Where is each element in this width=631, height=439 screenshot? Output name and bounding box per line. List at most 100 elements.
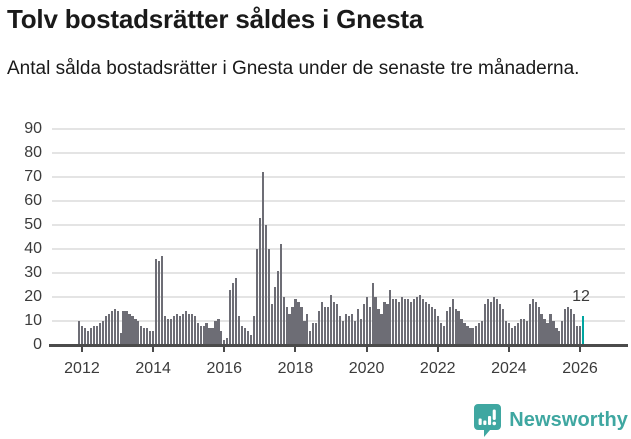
bar (78, 321, 81, 345)
bar (125, 311, 128, 345)
bar (249, 335, 253, 345)
gridline (52, 224, 625, 226)
bar (152, 330, 155, 345)
x-axis-tick-label: 2016 (206, 360, 243, 377)
bar (359, 318, 362, 345)
bar (377, 309, 380, 345)
bar (288, 313, 291, 345)
bar (347, 316, 350, 345)
bar (199, 325, 202, 345)
x-axis-tick-label: 2014 (135, 360, 171, 377)
bar (178, 316, 181, 345)
bar (576, 325, 579, 345)
bar (546, 323, 549, 345)
x-axis-tick (436, 347, 439, 352)
bar (261, 172, 264, 345)
x-axis-tick (223, 347, 226, 352)
bar (421, 299, 425, 345)
bar (415, 297, 419, 345)
x-axis-line (49, 344, 628, 347)
bar (579, 325, 582, 345)
bar (217, 318, 220, 345)
bar (238, 316, 241, 345)
bar (522, 318, 525, 345)
bar (104, 316, 107, 345)
bar (537, 306, 540, 345)
bar (567, 306, 570, 345)
newsworthy-logo: Newsworthy (474, 402, 628, 438)
x-axis-tick-label: 2024 (491, 360, 527, 377)
bar (190, 313, 193, 345)
bar (327, 306, 330, 345)
bar (498, 304, 502, 345)
bar (149, 330, 152, 345)
bar (564, 309, 567, 345)
bar (282, 297, 285, 345)
y-axis-tick-label: 60 (24, 192, 42, 209)
y-axis-tick-label: 10 (24, 312, 42, 329)
bar (246, 330, 250, 345)
x-axis: 2012 2014 2016 2018 2020 2022 2024 2026 (52, 347, 631, 387)
last-value-annotation: 12 (572, 288, 590, 305)
bar (365, 297, 368, 345)
bar (264, 225, 267, 345)
bar (187, 313, 190, 345)
bar (484, 304, 487, 345)
bar (169, 318, 173, 345)
bar (463, 323, 466, 345)
bar (332, 301, 336, 345)
bar (442, 325, 445, 345)
y-axis-tick-label: 30 (24, 264, 42, 281)
x-axis-tick-label: 2022 (419, 360, 456, 377)
bar (235, 277, 238, 345)
bar (267, 249, 270, 345)
bar (383, 301, 386, 345)
gridline (52, 296, 625, 298)
bar (273, 287, 276, 345)
bar (436, 316, 439, 345)
gridline (52, 176, 625, 178)
bar (98, 323, 101, 345)
bar (252, 316, 256, 345)
bar (146, 328, 149, 345)
bar (80, 325, 84, 345)
bar (493, 297, 496, 345)
gridline (52, 152, 625, 154)
bar (454, 309, 457, 345)
bar (143, 328, 146, 345)
bar (410, 301, 413, 345)
bar (312, 323, 315, 345)
bar (163, 316, 167, 345)
bar (466, 325, 469, 345)
bar (386, 304, 389, 345)
x-axis-tick-label: 2020 (348, 360, 385, 377)
bar (341, 321, 345, 345)
bar (460, 318, 463, 345)
bar (175, 313, 179, 345)
bar (116, 311, 119, 345)
bar (558, 330, 561, 345)
bar (181, 313, 184, 345)
bar (329, 294, 333, 345)
bar (540, 313, 543, 345)
bar (193, 316, 196, 345)
bar (122, 311, 125, 345)
bar (516, 323, 519, 345)
bar (555, 328, 558, 345)
chart-subtitle: Antal sålda bostadsrätter i Gnesta under… (7, 58, 580, 79)
bar (424, 301, 428, 345)
bar (469, 328, 472, 345)
bar (501, 309, 505, 345)
bar (395, 299, 398, 345)
bar (427, 304, 431, 345)
plot-area (52, 125, 625, 345)
bar (119, 333, 122, 345)
bar (128, 313, 131, 345)
bar (496, 299, 499, 345)
bar (107, 313, 110, 345)
x-axis-tick (365, 347, 368, 352)
bar (255, 249, 259, 345)
bar (300, 306, 303, 345)
gridline (52, 200, 625, 202)
x-axis-tick (294, 347, 297, 352)
